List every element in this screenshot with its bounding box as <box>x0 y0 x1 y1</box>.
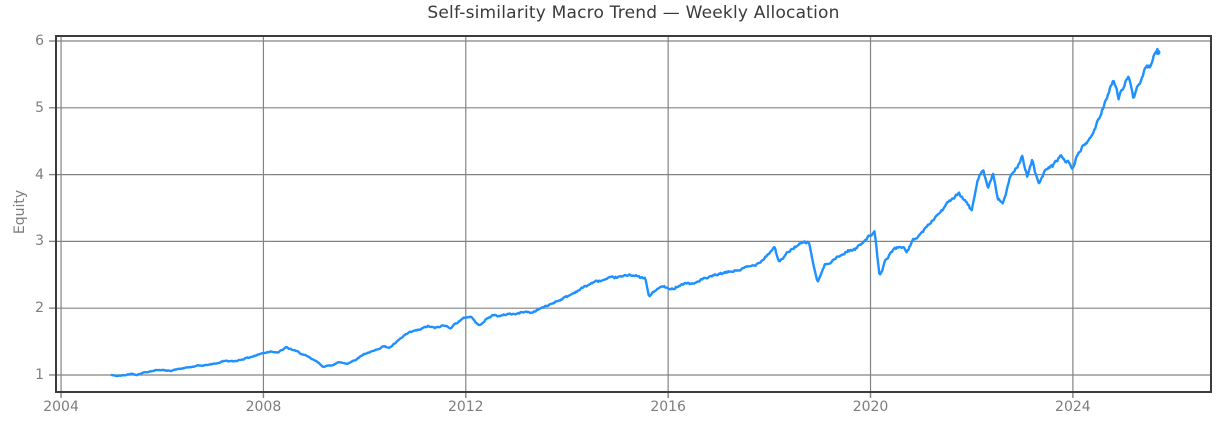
equity-curve-endpoint <box>1155 49 1161 55</box>
x-tick-label: 2020 <box>852 399 889 415</box>
x-tick-label: 2012 <box>447 399 484 415</box>
x-tick-label: 2024 <box>1055 399 1091 415</box>
x-tick-label: 2008 <box>245 399 282 415</box>
y-tick-label: 1 <box>35 366 44 383</box>
x-tick-label: 2004 <box>43 399 79 415</box>
chart-title: Self-similarity Macro Trend — Weekly All… <box>427 3 840 23</box>
y-tick-label: 3 <box>35 233 44 250</box>
y-tick-label: 6 <box>35 33 44 49</box>
y-tick-label: 5 <box>35 99 44 116</box>
plot-border <box>55 35 1212 393</box>
x-tick-label: 2016 <box>650 399 686 415</box>
y-tick-label: 4 <box>35 166 44 183</box>
equity-curve <box>110 47 1159 378</box>
y-tick-label: 2 <box>35 300 44 317</box>
